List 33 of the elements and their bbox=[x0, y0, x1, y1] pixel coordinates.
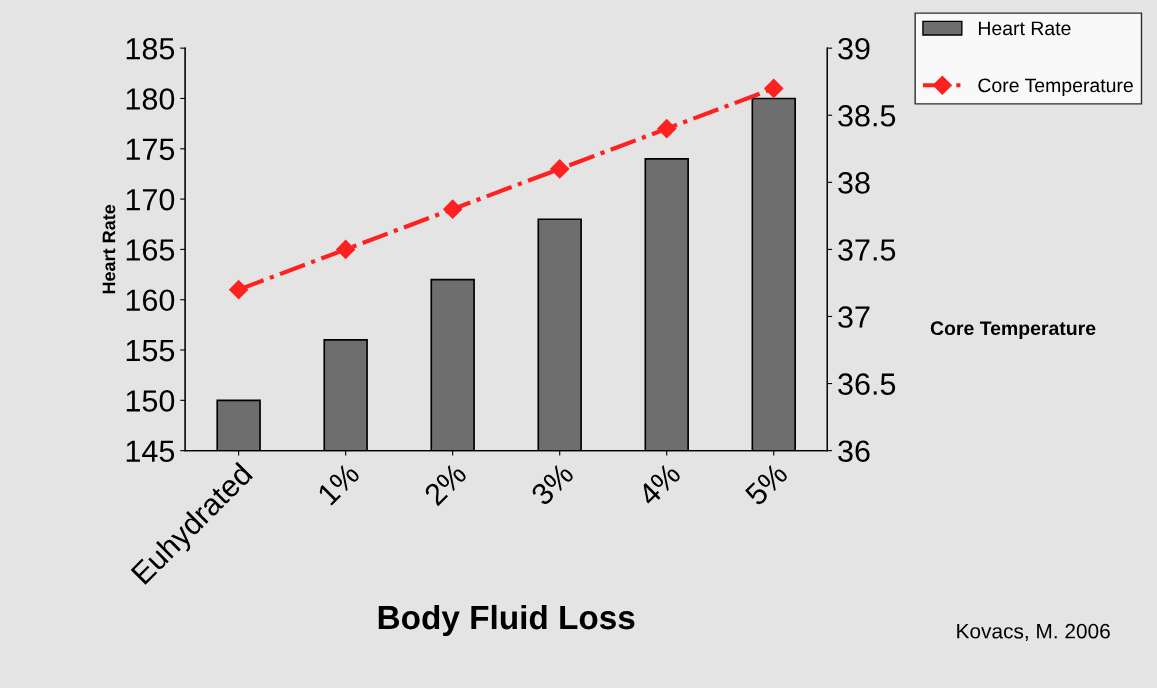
y-tick-label: 160 bbox=[126, 289, 175, 312]
x-tick-label: 3% bbox=[529, 461, 575, 507]
y2-tick-label: 37.5 bbox=[838, 239, 896, 261]
x-tick-label: 2% bbox=[423, 461, 468, 507]
x-tick-label: 5% bbox=[744, 461, 789, 507]
point bbox=[229, 280, 249, 300]
x-tick-label: 1% bbox=[316, 461, 361, 506]
x-axis-title: Body Fluid Loss bbox=[378, 604, 635, 636]
y-tick-label: 185 bbox=[126, 37, 175, 60]
text: Kovacs, M. 2006 bbox=[957, 623, 1110, 642]
point bbox=[657, 119, 677, 139]
y2-tick-label: 39 bbox=[838, 37, 870, 60]
y-tick-label: 175 bbox=[126, 138, 175, 161]
y2-tick-label: 38 bbox=[838, 172, 870, 194]
y2-tick-label: 37 bbox=[838, 306, 870, 328]
y2-tick-label: 36.5 bbox=[838, 373, 896, 395]
y2-axis-title: Core Temperature bbox=[930, 321, 1096, 339]
point bbox=[336, 239, 356, 259]
y-tick-label: 170 bbox=[126, 188, 175, 211]
y-tick-label: 180 bbox=[126, 88, 175, 110]
point bbox=[764, 78, 784, 98]
y-tick-label: 165 bbox=[126, 239, 175, 261]
y-axis-title: Heart Rate bbox=[102, 204, 116, 294]
point bbox=[443, 199, 463, 219]
y-tick-label: 155 bbox=[126, 340, 175, 362]
y-tick-label: 150 bbox=[126, 390, 175, 412]
y2-tick-label: 36 bbox=[838, 440, 870, 463]
y-tick-label: 145 bbox=[126, 440, 175, 463]
legend-label: Heart Rate bbox=[978, 21, 1071, 36]
point bbox=[550, 159, 570, 179]
y2-tick-label: 38.5 bbox=[838, 104, 896, 127]
x-tick-label: 4% bbox=[636, 461, 682, 507]
legend-label: Core Temperature bbox=[978, 78, 1133, 97]
